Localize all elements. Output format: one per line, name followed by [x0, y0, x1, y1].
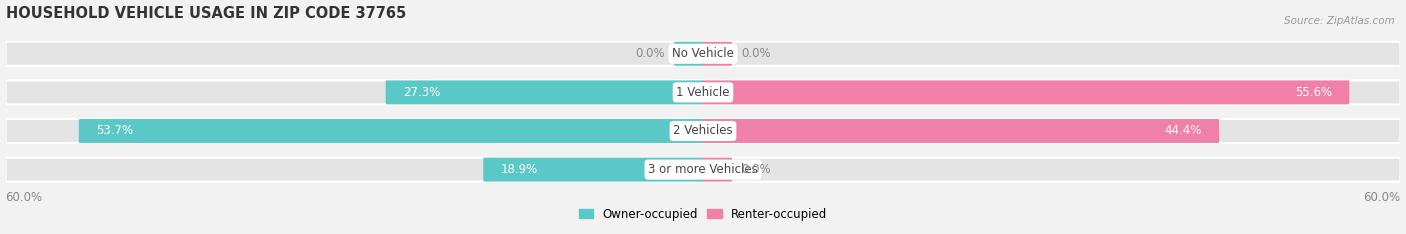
Text: No Vehicle: No Vehicle [672, 47, 734, 60]
FancyBboxPatch shape [703, 119, 1219, 143]
Text: 53.7%: 53.7% [96, 124, 134, 138]
Text: 1 Vehicle: 1 Vehicle [676, 86, 730, 99]
Text: 60.0%: 60.0% [6, 191, 42, 204]
FancyBboxPatch shape [673, 42, 703, 66]
Text: 3 or more Vehicles: 3 or more Vehicles [648, 163, 758, 176]
Legend: Owner-occupied, Renter-occupied: Owner-occupied, Renter-occupied [574, 203, 832, 225]
FancyBboxPatch shape [703, 158, 733, 182]
Text: 2 Vehicles: 2 Vehicles [673, 124, 733, 138]
Text: 60.0%: 60.0% [1364, 191, 1400, 204]
Text: Source: ZipAtlas.com: Source: ZipAtlas.com [1284, 16, 1395, 26]
FancyBboxPatch shape [6, 80, 1400, 104]
FancyBboxPatch shape [6, 42, 1400, 66]
Text: 0.0%: 0.0% [741, 163, 770, 176]
FancyBboxPatch shape [484, 158, 703, 182]
FancyBboxPatch shape [6, 119, 1400, 143]
Text: 0.0%: 0.0% [741, 47, 770, 60]
Text: 0.0%: 0.0% [636, 47, 665, 60]
FancyBboxPatch shape [79, 119, 703, 143]
Text: HOUSEHOLD VEHICLE USAGE IN ZIP CODE 37765: HOUSEHOLD VEHICLE USAGE IN ZIP CODE 3776… [6, 6, 406, 21]
FancyBboxPatch shape [6, 158, 1400, 182]
Text: 18.9%: 18.9% [501, 163, 538, 176]
FancyBboxPatch shape [385, 80, 703, 104]
Text: 44.4%: 44.4% [1164, 124, 1202, 138]
Text: 27.3%: 27.3% [404, 86, 440, 99]
Text: 55.6%: 55.6% [1295, 86, 1331, 99]
FancyBboxPatch shape [703, 42, 733, 66]
FancyBboxPatch shape [703, 80, 1350, 104]
